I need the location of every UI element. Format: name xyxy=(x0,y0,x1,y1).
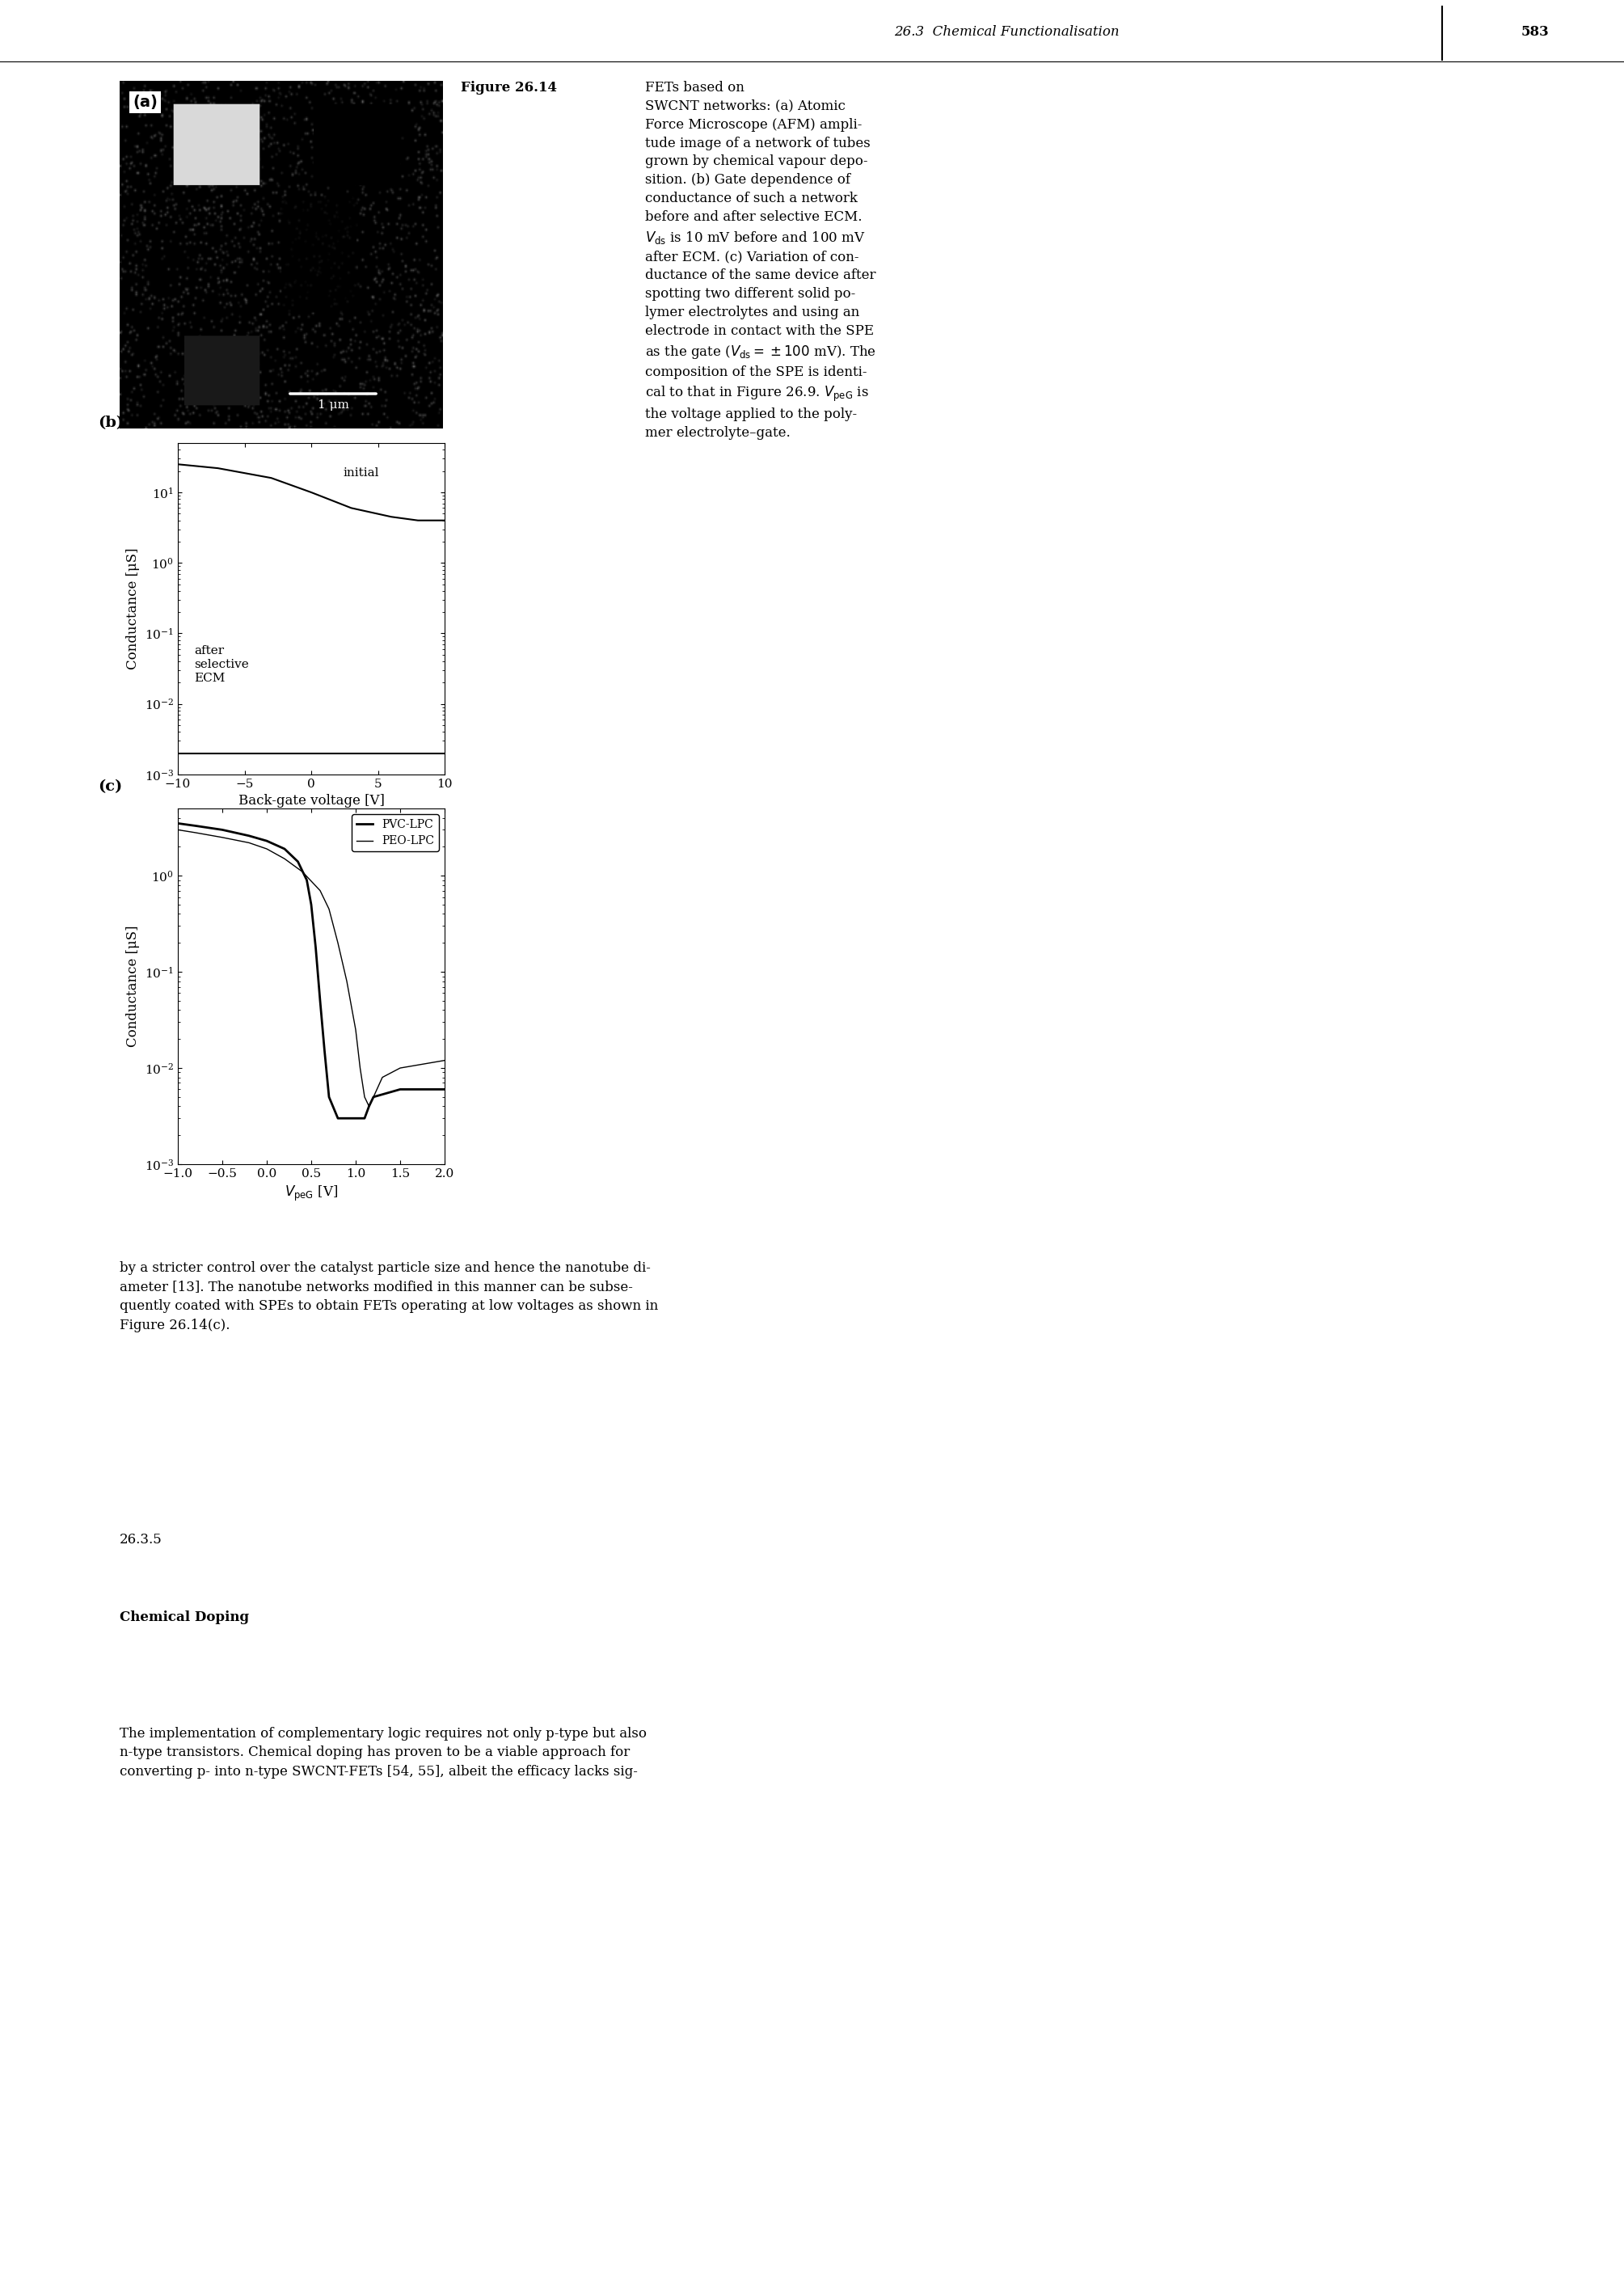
Text: The implementation of complementary logic requires not only p-type but also
n-ty: The implementation of complementary logi… xyxy=(120,1726,646,1779)
PEO-LPC xyxy=(435,1047,455,1075)
PEO-LPC xyxy=(372,1063,391,1091)
X-axis label: Back-gate voltage [V]: Back-gate voltage [V] xyxy=(239,795,385,809)
PEO-LPC xyxy=(346,1015,365,1043)
Y-axis label: Conductance [μS]: Conductance [μS] xyxy=(127,548,140,669)
Line: PVC-LPC: PVC-LPC xyxy=(179,823,445,1118)
PEO-LPC xyxy=(364,1084,383,1112)
PVC-LPC xyxy=(239,823,258,850)
Legend: PVC-LPC, PEO-LPC: PVC-LPC, PEO-LPC xyxy=(352,814,438,850)
PVC-LPC xyxy=(213,816,232,843)
Text: Figure 26.14: Figure 26.14 xyxy=(461,80,562,94)
PEO-LPC xyxy=(359,1093,378,1121)
PEO-LPC xyxy=(320,896,339,924)
Text: by a stricter control over the catalyst particle size and hence the nanotube di-: by a stricter control over the catalyst … xyxy=(120,1261,658,1332)
PVC-LPC xyxy=(315,1038,335,1066)
PVC-LPC xyxy=(390,1075,409,1102)
PEO-LPC xyxy=(239,830,258,857)
Text: initial: initial xyxy=(343,468,378,479)
Text: (a): (a) xyxy=(133,94,158,110)
Text: after
selective
ECM: after selective ECM xyxy=(193,644,248,683)
PVC-LPC xyxy=(287,848,307,876)
PVC-LPC xyxy=(185,811,205,839)
Text: FETs based on
SWCNT networks: (a) Atomic
Force Microscope (AFM) ampli-
tude imag: FETs based on SWCNT networks: (a) Atomic… xyxy=(645,80,875,440)
Text: 1 μm: 1 μm xyxy=(317,399,349,410)
PEO-LPC xyxy=(310,878,330,905)
PEO-LPC xyxy=(328,928,348,956)
PVC-LPC xyxy=(305,933,325,960)
PVC-LPC xyxy=(297,866,317,894)
PEO-LPC xyxy=(351,1054,370,1082)
PEO-LPC xyxy=(292,857,312,885)
PVC-LPC xyxy=(359,1093,378,1121)
PVC-LPC xyxy=(346,1105,365,1132)
PEO-LPC xyxy=(274,846,294,873)
Y-axis label: Conductance [μS]: Conductance [μS] xyxy=(127,926,140,1047)
PVC-LPC xyxy=(354,1105,374,1132)
PEO-LPC xyxy=(338,967,357,995)
PVC-LPC xyxy=(364,1084,383,1112)
X-axis label: $V_{\mathrm{peG}}$ [V]: $V_{\mathrm{peG}}$ [V] xyxy=(284,1185,338,1203)
PEO-LPC xyxy=(257,834,276,862)
PVC-LPC xyxy=(310,988,330,1015)
PEO-LPC xyxy=(213,823,232,850)
PEO-LPC xyxy=(169,816,188,843)
Text: 583: 583 xyxy=(1520,25,1549,39)
PVC-LPC xyxy=(328,1105,348,1132)
PEO-LPC xyxy=(354,1084,374,1112)
Text: (c): (c) xyxy=(97,779,122,795)
Text: 26.3.5: 26.3.5 xyxy=(120,1533,162,1547)
PEO-LPC xyxy=(185,818,205,846)
PEO-LPC xyxy=(390,1054,409,1082)
Text: 26.3  Chemical Functionalisation: 26.3 Chemical Functionalisation xyxy=(895,25,1119,39)
PVC-LPC xyxy=(257,827,276,855)
Line: PEO-LPC: PEO-LPC xyxy=(179,830,445,1107)
Text: Chemical Doping: Chemical Doping xyxy=(120,1611,248,1625)
Text: (b): (b) xyxy=(97,415,123,431)
PVC-LPC xyxy=(435,1075,455,1102)
PVC-LPC xyxy=(320,1084,339,1112)
PVC-LPC xyxy=(169,809,188,837)
PVC-LPC xyxy=(302,892,322,919)
PVC-LPC xyxy=(274,834,294,862)
